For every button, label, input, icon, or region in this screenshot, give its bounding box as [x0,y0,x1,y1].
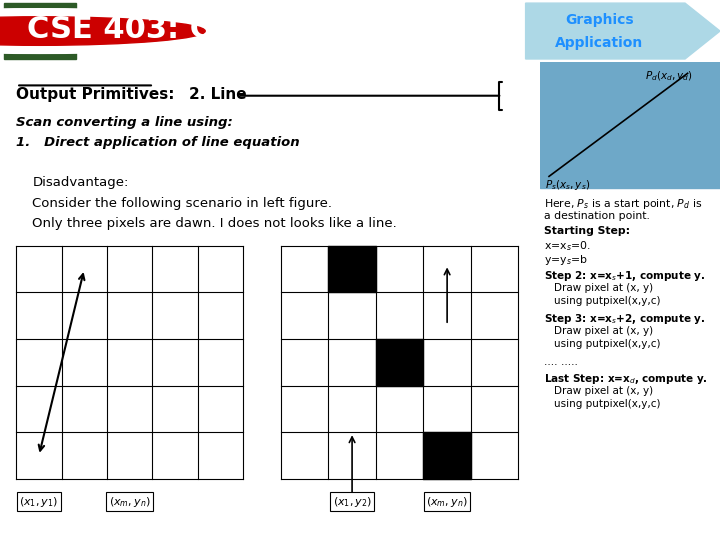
Text: Step 2: x=x$_s$+1, compute y.: Step 2: x=x$_s$+1, compute y. [544,269,705,283]
Circle shape [0,9,299,53]
Text: Draw pixel at (x, y): Draw pixel at (x, y) [554,326,654,336]
Text: $P_s(x_s, y_s)$: $P_s(x_s, y_s)$ [546,178,590,192]
Text: $(x_1,y_1)$: $(x_1,y_1)$ [19,495,58,509]
Text: y=y$_s$=b: y=y$_s$=b [544,253,588,267]
Text: Draw pixel at (x, y): Draw pixel at (x, y) [554,386,654,396]
Text: $(x_m,y_n)$: $(x_m,y_n)$ [426,495,468,509]
Text: Application: Application [555,37,644,50]
Text: using putpixel(x,y,c): using putpixel(x,y,c) [554,296,661,306]
Bar [423,433,471,479]
Text: Only three pixels are dawn. I does not looks like a line.: Only three pixels are dawn. I does not l… [32,217,397,230]
Bar [376,339,423,386]
Text: Here, $P_s$ is a start point, $P_d$ is: Here, $P_s$ is a start point, $P_d$ is [544,197,702,211]
Bar [540,62,720,187]
Text: a destination point.: a destination point. [544,211,649,221]
Polygon shape [526,3,720,59]
Text: Graphics: Graphics [565,13,634,27]
Text: Prof. Dr. A. H. M. Kamal, CSE,: Prof. Dr. A. H. M. Kamal, CSE, [182,518,365,532]
Circle shape [0,17,205,45]
Text: Output Primitives:: Output Primitives: [16,87,175,102]
Text: Draw pixel at (x, y): Draw pixel at (x, y) [554,282,654,293]
Bar [328,246,376,293]
Text: Scan converting a line using:: Scan converting a line using: [16,116,233,129]
Text: $P_d(x_d, y_d)$: $P_d(x_d, y_d)$ [645,69,693,83]
Text: $(x_m,y_n)$: $(x_m,y_n)$ [109,495,150,509]
Text: using putpixel(x,y,c): using putpixel(x,y,c) [554,399,661,409]
Text: Step 3: x=x$_s$+2, compute y.: Step 3: x=x$_s$+2, compute y. [544,312,705,326]
Text: using putpixel(x,y,c): using putpixel(x,y,c) [554,339,661,349]
Text: Starting Step:: Starting Step: [544,226,630,236]
Text: Last Step: x=x$_d$, compute y.: Last Step: x=x$_d$, compute y. [544,372,708,386]
Text: x=x$_s$=0.: x=x$_s$=0. [544,240,590,253]
Bar [4,3,76,59]
Text: $(x_1,y_2)$: $(x_1,y_2)$ [333,495,372,509]
Text: 2. Line: 2. Line [189,87,247,102]
Text: 1.   Direct application of line equation: 1. Direct application of line equation [16,136,300,149]
Text: CSE 403: Computer Graphics: CSE 403: Computer Graphics [27,15,520,44]
Text: Consider the following scenario in left figure.: Consider the following scenario in left … [32,197,333,210]
Text: Disadvantage:: Disadvantage: [32,177,129,190]
Text: .... .....: .... ..... [544,357,577,367]
